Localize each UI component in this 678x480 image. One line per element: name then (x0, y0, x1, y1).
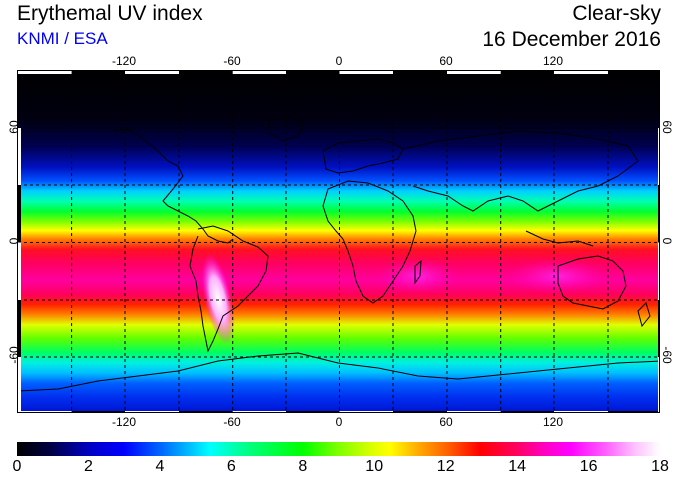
lat-tick-right: 60 (660, 120, 674, 134)
lon-tick-bottom: 120 (542, 415, 564, 429)
lat-tick-right: 0 (660, 237, 674, 245)
colorbar (17, 442, 660, 456)
africa-uv-high (378, 258, 458, 294)
uv-index-map (17, 70, 660, 413)
colorbar-label: 10 (365, 458, 384, 475)
lat-tick-right: -60 (660, 346, 674, 364)
colorbar-label: 6 (226, 458, 236, 475)
colorbar-label: 18 (651, 458, 669, 475)
graticule (18, 71, 659, 412)
date-label: 16 December 2016 (482, 28, 661, 51)
lon-tick-bottom: -60 (223, 415, 241, 429)
lon-tick-top: 120 (542, 54, 564, 68)
colorbar-label: 16 (579, 458, 598, 475)
lon-tick-bottom: -120 (111, 415, 137, 429)
lon-tick-bottom: 0 (335, 415, 343, 429)
lon-tick-top: -120 (111, 54, 137, 68)
sky-mode-label: Clear-sky (572, 2, 661, 25)
map-title: Erythemal UV index (17, 2, 203, 25)
lon-tick-top: 0 (335, 54, 343, 68)
lon-tick-bottom: 60 (439, 415, 453, 429)
lon-tick-top: 60 (439, 54, 453, 68)
frame-ticks (18, 71, 659, 412)
colorbar-label: 8 (298, 458, 308, 475)
colorbar-label: 4 (155, 458, 165, 475)
colorbar-label: 0 (12, 458, 22, 475)
colorbar-label: 12 (436, 458, 455, 475)
colorbar-label: 2 (83, 458, 93, 475)
lon-tick-top: -60 (223, 54, 241, 68)
colorbar-label: 14 (508, 458, 526, 475)
andes-uv-peak (201, 253, 235, 345)
source-label: KNMI / ESA (17, 29, 108, 48)
